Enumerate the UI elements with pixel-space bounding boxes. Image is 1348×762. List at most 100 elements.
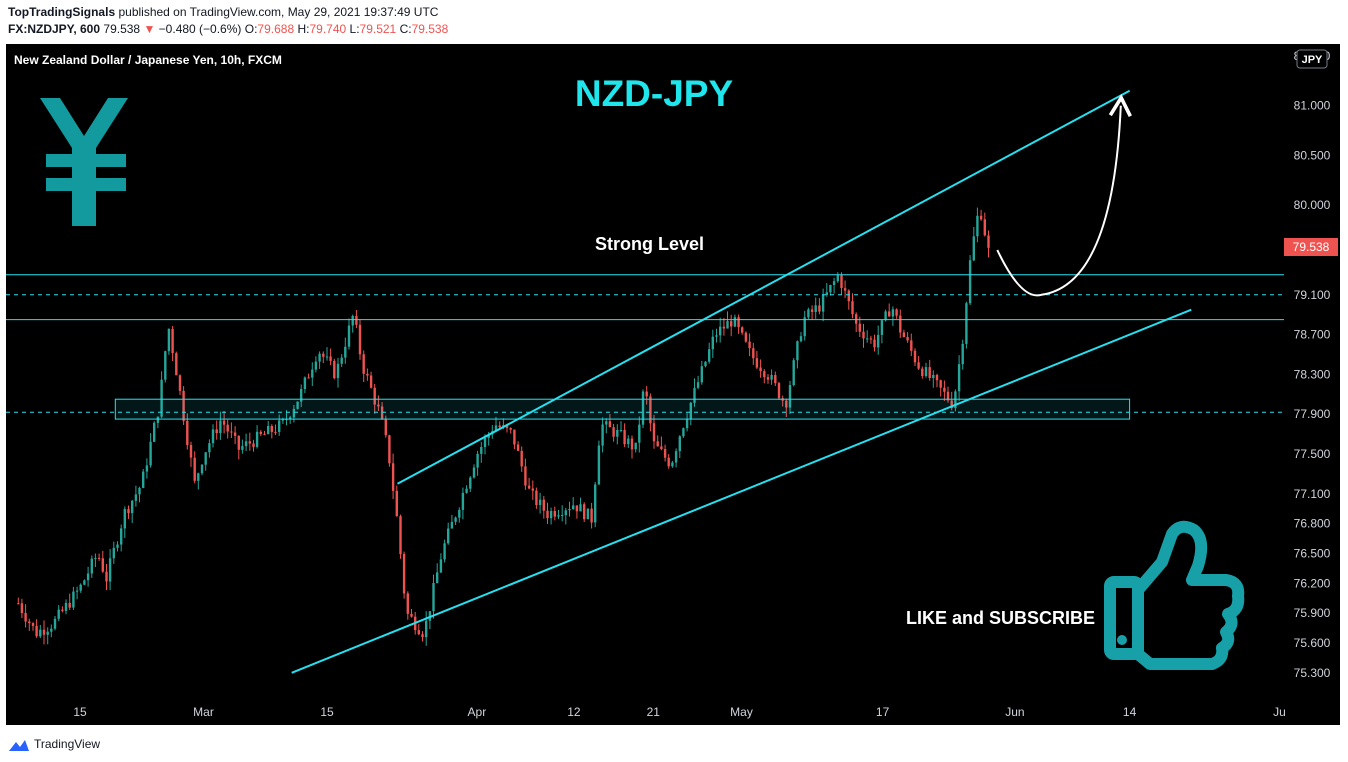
strong-level-label: Strong Level [595,234,704,254]
candle-body [763,371,766,378]
candle-body [516,444,520,451]
candle-body [281,419,285,421]
candle-body [807,309,810,318]
price-scale[interactable] [1284,44,1340,725]
candle-body [86,573,90,581]
candle-body [785,400,788,408]
published-text: published on TradingView.com, May 29, 20… [118,5,439,19]
candle-body [498,425,501,428]
candle-body [384,419,387,436]
time-scale[interactable] [6,701,1284,725]
candle-body [612,427,615,437]
projection-arrow[interactable] [996,94,1132,297]
candle-body [660,446,663,450]
candle-body [730,321,733,327]
candle-body [439,559,443,573]
candle-body [719,326,722,336]
candle-body [127,509,130,514]
candle-body [663,449,667,458]
candle-body [461,492,465,510]
x-tick-label: Mar [193,705,214,719]
x-tick-label: 15 [73,705,87,719]
last-price-tag: 79.538 [1284,238,1338,256]
lower-channel-line[interactable] [291,308,1192,674]
x-tick-label: 14 [1123,705,1137,719]
publisher-name[interactable]: TopTradingSignals [8,5,116,19]
candle-body [873,339,876,348]
candle-body [72,591,75,608]
close-label: C: [399,22,412,36]
upper-channel-line[interactable] [397,89,1131,485]
candle-body [840,275,843,289]
candle-body [421,634,424,638]
publication-header: TopTradingSignals published on TradingVi… [0,0,1348,44]
y-tick-label: 75.600 [1294,636,1331,650]
candle-body [42,629,46,635]
x-tick-label: Apr [468,705,487,719]
open-value: 79.688 [257,22,295,36]
candle-body [307,377,310,379]
candle-body [248,441,251,444]
candle-body [241,446,244,450]
candle-body [219,420,222,434]
y-tick-label: 80.000 [1294,198,1331,212]
candle-body [821,295,825,312]
support-zone[interactable] [114,398,1131,420]
candle-body [200,464,204,474]
candle-body [935,375,939,381]
currency-badge[interactable]: JPY [1296,49,1328,69]
candle-body [597,445,601,485]
candle-body [90,558,93,574]
candle-body [818,305,821,312]
candle-body [957,364,961,392]
candle-body [605,421,608,425]
candle-body [358,324,362,355]
x-tick-label: Ju [1273,705,1286,719]
candle-body [924,367,928,376]
candle-body [891,309,895,317]
price-chart[interactable]: New Zealand Dollar / Japanese Yen, 10h, … [0,44,1348,730]
candle-body [267,426,270,435]
candle-body [399,516,402,554]
candle-body [406,593,409,614]
candle-body [549,511,553,519]
candle-body [303,377,307,389]
last-price-tag-label: 79.538 [1293,240,1330,254]
candle-body [858,323,861,332]
candle-body [57,609,60,619]
candle-body [759,367,762,372]
candle-body [53,618,57,629]
candle-body [932,375,935,378]
candle-body [803,317,806,337]
y-tick-label: 80.500 [1294,148,1331,162]
tradingview-logo-icon[interactable] [8,737,30,753]
candle-body [255,431,259,447]
candle-body [513,429,516,445]
candle-body [700,366,703,383]
candle-body [443,543,446,560]
candle-body [531,488,534,491]
candle-body [733,317,737,327]
x-tick-label: 21 [647,705,661,719]
candle-body [572,505,575,509]
candle-body [682,428,685,437]
x-tick-label: 12 [567,705,581,719]
candle-body [197,473,200,481]
high-label: H: [297,22,310,36]
change-arrow-icon: ▼ [143,22,156,36]
candle-body [630,438,634,450]
candle-body [465,488,468,493]
candle-body [193,457,196,481]
candle-body [557,515,560,517]
candle-body [939,380,942,388]
candle-body [829,285,832,293]
candle-body [902,332,906,337]
candle-body [377,404,380,407]
candle-body [189,445,193,458]
candle-body [167,328,171,352]
candle-body [215,429,218,434]
candle-body [979,215,983,220]
tradingview-brand[interactable]: TradingView [34,737,101,751]
candle-body [976,215,979,237]
candle-body [164,351,167,380]
